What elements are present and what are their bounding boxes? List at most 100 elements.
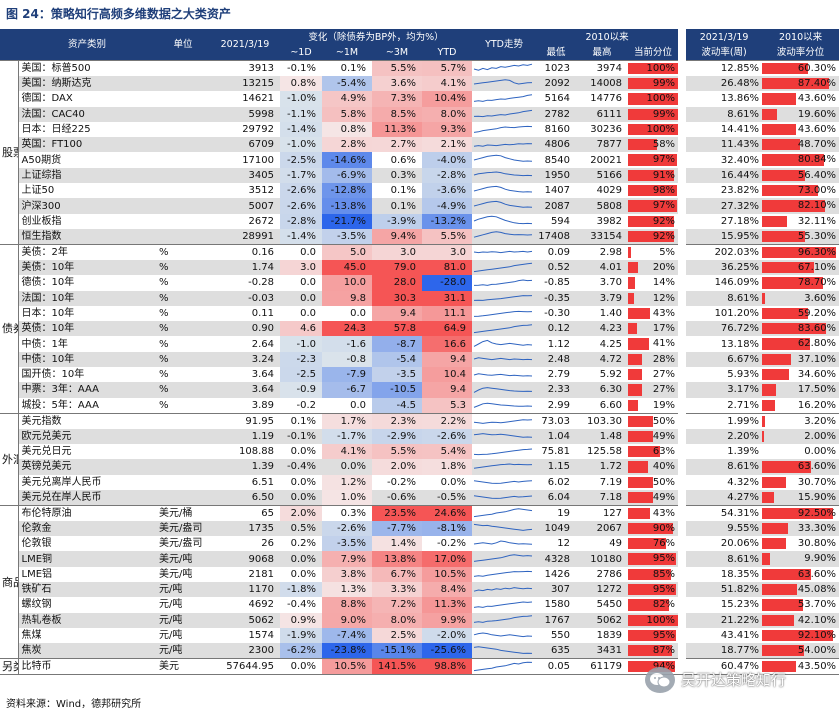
header-3m: ~3M [372, 45, 422, 61]
asset-name: 城投：5年：AAA [21, 399, 99, 411]
percentile-bar: 91% [628, 167, 679, 184]
percentile-value: 49% [652, 430, 676, 442]
percentile-bar: 95% [628, 628, 678, 643]
percentile-bar: 27% [628, 382, 679, 398]
header-blank [0, 29, 18, 61]
change-m3: 5.5% [372, 60, 422, 76]
change-m1: -1.6 [322, 336, 372, 352]
asset-unit [156, 475, 210, 490]
volatility-percentile-fill [762, 246, 837, 258]
since2010-high: 7877 [576, 137, 629, 153]
table-row: A50期货 17100 -2.5% -14.6% 0.6% -4.0% 8540 20021 9… [0, 152, 839, 168]
asset-category: 股票 [0, 60, 19, 245]
change-d1: -6.2% [280, 643, 322, 659]
volatility-percentile-fill [762, 169, 806, 182]
asset-value: 1735 [210, 520, 280, 537]
volatility-percentile-value: 60.30% [797, 63, 837, 74]
percentile-fill [628, 614, 679, 626]
header-ytd-trend: YTD走势 [472, 29, 537, 61]
asset-name: 法国：10年 [18, 290, 156, 306]
volatility-percentile-bar: 48.70% [762, 137, 839, 153]
volatility-percentile-fill [762, 353, 791, 366]
table-row: 美债：10年% 1.74 3.0 45.0 79.0 81.0 0.52 4.01 20% 36.… [0, 259, 839, 276]
percentile-value: 28% [652, 353, 676, 365]
asset-value: 2672 [248, 215, 274, 227]
change-m3: 5.5% [372, 443, 422, 460]
volatility-percentile-bar: 43.60% [762, 122, 839, 137]
percentile-fill [628, 491, 653, 503]
since2010-high: 1.48 [576, 428, 629, 444]
percentile-bar: 19% [628, 398, 678, 414]
since2010-high: 30236 [590, 124, 623, 136]
change-d1: -2.6% [280, 198, 322, 214]
weekly-volatility: 32.40% [720, 154, 760, 166]
column-gap [678, 612, 687, 628]
asset-name: 比特币 [18, 658, 156, 676]
percentile-fill [628, 246, 631, 258]
asset-unit: % [156, 259, 210, 276]
percentile-bar: 92% [628, 228, 679, 245]
change-d1: -2.3 [280, 351, 322, 368]
percentile-fill [628, 599, 670, 611]
asset-unit [156, 137, 210, 153]
asset-value: 0.16 [210, 243, 280, 260]
weekly-volatility: 8.61% [686, 459, 763, 475]
asset-unit [156, 76, 210, 92]
weekly-volatility: 18.35% [720, 568, 760, 580]
change-ytd: 17.0% [422, 551, 473, 567]
change-m1: 2.8% [322, 137, 372, 153]
weekly-volatility: 27.18% [720, 215, 760, 227]
change-d1: -1.1% [280, 106, 322, 122]
asset-unit [156, 444, 210, 459]
change-d1: 0.0 [300, 277, 316, 289]
column-gap [678, 566, 687, 583]
volatility-percentile-bar: 43.50% [762, 658, 839, 676]
change-d1: -0.4% [280, 459, 322, 475]
asset-category: 外汇 [0, 412, 19, 506]
asset-category: 债券 [0, 243, 19, 414]
column-gap [678, 152, 687, 168]
change-m1: 10.5% [322, 658, 372, 676]
percentile-fill [628, 645, 672, 657]
weekly-volatility: 146.09% [714, 277, 760, 289]
table-row: 法国：CAC40 5998 -1.1% 5.8% 8.5% 8.0% 2782 6111 99%… [0, 106, 839, 122]
asset-name: 铁矿石 [18, 582, 156, 598]
volatility-percentile-value: 34.60% [797, 369, 837, 381]
asset-value: 29792 [242, 124, 274, 136]
asset-unit [156, 106, 210, 122]
percentile-bar: 5% [628, 243, 679, 260]
volatility-percentile-bar: 3.60% [762, 290, 839, 306]
percentile-bar: 99% [628, 76, 679, 92]
table-row: 法国：10年% -0.03 0.0 9.8 30.3 31.1 -0.35 3.79 12% 8.… [0, 290, 839, 306]
volatility-percentile-bar: 59.20% [762, 306, 839, 321]
asset-unit [156, 412, 210, 429]
column-gap [678, 658, 687, 676]
volatility-percentile-fill [762, 415, 765, 427]
weekly-volatility: 2.71% [727, 399, 760, 411]
asset-value: 1.74 [210, 259, 280, 276]
change-ytd: 24.6% [422, 504, 473, 521]
column-gap [678, 259, 687, 276]
change-m1: 5.0 [322, 243, 372, 260]
asset-name: 伦敦银 [21, 538, 52, 550]
percentile-fill [628, 123, 679, 136]
volatility-percentile-bar: 0.00% [762, 444, 839, 459]
percentile-bar: 41% [628, 336, 678, 351]
asset-name: 焦煤 [21, 630, 42, 642]
change-m3: 9.4% [372, 228, 422, 245]
column-gap [678, 305, 687, 322]
weekly-volatility: 8.61% [686, 106, 763, 122]
change-d1: 0.5% [280, 520, 322, 537]
asset-name: 德国：DAX [21, 93, 73, 105]
percentile-value: 100% [646, 123, 676, 135]
change-ytd: -8.1% [422, 520, 473, 537]
change-d1: 0.2% [290, 538, 316, 550]
change-ytd: 5.4% [422, 443, 473, 460]
table-row: 美元兑日元 108.88 0.0% 4.1% 5.5% 5.4% 75.81 125.58 63… [0, 443, 839, 460]
volatility-percentile-value: 17.50% [797, 384, 837, 396]
change-d1: -1.0% [280, 91, 322, 107]
volatility-percentile-value: 55.30% [797, 230, 837, 242]
change-d1: 3.0 [280, 259, 322, 276]
